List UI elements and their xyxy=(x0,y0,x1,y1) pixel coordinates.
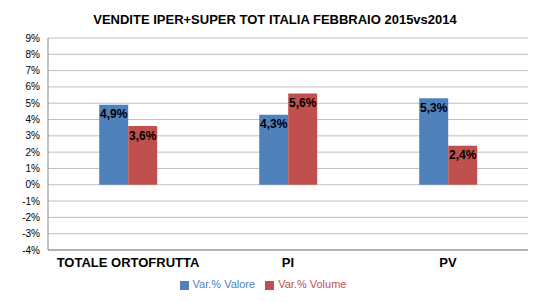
svg-text:9%: 9% xyxy=(26,33,41,44)
svg-text:PI: PI xyxy=(282,255,294,270)
svg-text:2,4%: 2,4% xyxy=(449,148,477,162)
svg-text:1%: 1% xyxy=(26,163,41,174)
svg-text:4,3%: 4,3% xyxy=(260,117,288,131)
svg-text:5%: 5% xyxy=(26,98,41,109)
svg-text:6%: 6% xyxy=(26,81,41,92)
html-text:VENDITE IPER+SUPER TOT ITALIA: VENDITE IPER+SUPER TOT ITALIA FEBBRAIO 2… xyxy=(93,12,457,27)
svg-text:-3%: -3% xyxy=(22,228,40,239)
svg-text:3,6%: 3,6% xyxy=(129,129,157,143)
html-text:Var.% Valore: Var.% Valore xyxy=(192,278,256,290)
svg-text:5,6%: 5,6% xyxy=(289,96,317,110)
svg-text:4%: 4% xyxy=(26,114,41,125)
svg-text:3%: 3% xyxy=(26,130,41,141)
svg-text:-1%: -1% xyxy=(22,196,40,207)
svg-text:5,3%: 5,3% xyxy=(420,101,448,115)
html-text:Var.% Volume: Var.% Volume xyxy=(278,278,347,290)
svg-text:-4%: -4% xyxy=(22,245,40,256)
svg-text:8%: 8% xyxy=(26,49,41,60)
svg-text:2%: 2% xyxy=(26,147,41,158)
svg-text:7%: 7% xyxy=(26,65,41,76)
svg-text:TOTALE ORTOFRUTTA: TOTALE ORTOFRUTTA xyxy=(57,255,200,270)
svg-text:PV: PV xyxy=(439,255,457,270)
svg-text:4,9%: 4,9% xyxy=(100,107,128,121)
svg-text:-2%: -2% xyxy=(22,212,40,223)
svg-text:0%: 0% xyxy=(26,179,41,190)
